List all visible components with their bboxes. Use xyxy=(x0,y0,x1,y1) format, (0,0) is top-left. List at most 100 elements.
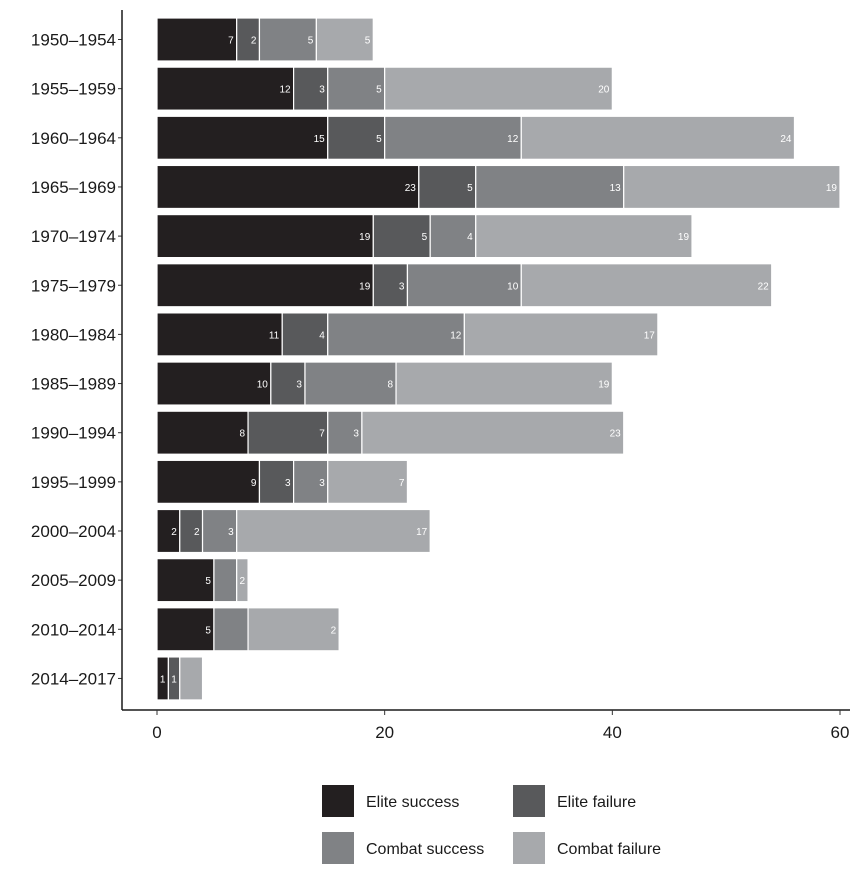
data-label: 3 xyxy=(399,281,405,292)
bar-segment xyxy=(270,361,306,406)
bars-layer xyxy=(156,17,841,701)
bar-segment xyxy=(156,214,374,259)
data-label: 9 xyxy=(251,478,257,489)
data-label: 19 xyxy=(826,183,838,194)
bar-segment xyxy=(293,66,329,111)
data-label: 3 xyxy=(319,478,325,489)
data-label: 23 xyxy=(610,429,622,440)
bar-segment xyxy=(520,263,773,308)
data-label: 3 xyxy=(228,527,234,538)
data-label: 5 xyxy=(422,232,428,243)
x-tick-label: 0 xyxy=(152,723,161,742)
data-label: 12 xyxy=(279,85,291,96)
category-label: 2005–2009 xyxy=(31,571,116,590)
legend-label: Combat failure xyxy=(557,841,661,858)
data-label: 5 xyxy=(205,576,211,587)
bar-segment xyxy=(236,558,249,603)
data-label: 1 xyxy=(160,674,166,685)
bar-segment xyxy=(327,66,386,111)
bar-segment xyxy=(520,115,796,160)
data-label: 5 xyxy=(205,625,211,636)
data-label: 8 xyxy=(387,380,393,391)
bar-segment xyxy=(475,164,625,210)
data-label: 22 xyxy=(758,281,770,292)
category-label: 1970–1974 xyxy=(31,227,116,246)
legend-label: Combat success xyxy=(366,841,484,858)
category-label: 1995–1999 xyxy=(31,473,116,492)
legend-swatch xyxy=(513,832,545,864)
bar-segment xyxy=(429,214,477,259)
bar-segment xyxy=(247,410,329,455)
data-label: 12 xyxy=(450,330,462,341)
bar-segment xyxy=(384,66,613,111)
category-label: 1960–1964 xyxy=(31,129,116,148)
bar-segment xyxy=(304,361,397,406)
data-label: 2 xyxy=(171,527,177,538)
data-label: 5 xyxy=(308,36,314,47)
bar-segment xyxy=(327,410,363,455)
x-tick-label: 60 xyxy=(831,723,850,742)
data-label: 5 xyxy=(467,183,473,194)
bar-segment xyxy=(293,459,329,504)
data-label: 4 xyxy=(467,232,473,243)
bar-segment xyxy=(281,312,329,357)
data-label: 19 xyxy=(598,380,610,391)
category-label: 1950–1954 xyxy=(31,31,116,50)
data-label: 5 xyxy=(365,36,371,47)
legend: Elite success Elite failure Combat success… xyxy=(322,785,661,864)
data-label: 7 xyxy=(319,429,325,440)
bar-segment xyxy=(258,17,317,62)
bar-segment xyxy=(463,312,659,357)
data-label: 3 xyxy=(296,380,302,391)
bar-segment xyxy=(327,459,409,504)
data-label: 2 xyxy=(240,576,246,587)
data-label: 1 xyxy=(171,674,177,685)
bar-segment xyxy=(395,361,613,406)
category-label: 1980–1984 xyxy=(31,325,116,344)
bar-segment xyxy=(361,410,625,455)
data-label: 19 xyxy=(359,232,371,243)
bar-segment xyxy=(327,312,465,357)
category-label: 1985–1989 xyxy=(31,375,116,394)
legend-label: Elite failure xyxy=(557,794,636,811)
bar-segment xyxy=(156,164,420,210)
data-label: 19 xyxy=(359,281,371,292)
category-label: 1975–1979 xyxy=(31,276,116,295)
category-label: 1965–1969 xyxy=(31,178,116,197)
bar-segment xyxy=(213,607,249,652)
legend-swatch xyxy=(322,832,354,864)
data-label: 12 xyxy=(507,134,519,145)
category-label: 2000–2004 xyxy=(31,522,116,541)
category-label: 2014–2017 xyxy=(31,669,116,688)
bar-segment xyxy=(384,115,522,160)
category-label: 1990–1994 xyxy=(31,424,116,443)
data-label: 23 xyxy=(405,183,417,194)
bar-segment xyxy=(213,558,238,603)
bar-segment xyxy=(327,115,386,160)
legend-label: Elite success xyxy=(366,794,459,811)
category-label: 1955–1959 xyxy=(31,80,116,99)
data-label: 15 xyxy=(314,134,326,145)
data-label: 8 xyxy=(240,429,246,440)
legend-swatch xyxy=(513,785,545,817)
bar-segment xyxy=(475,214,693,259)
bar-segment xyxy=(372,263,409,308)
data-label: 7 xyxy=(399,478,405,489)
bar-segment xyxy=(418,164,477,210)
data-label: 3 xyxy=(353,429,359,440)
data-label: 4 xyxy=(319,330,325,341)
data-label: 10 xyxy=(507,281,519,292)
data-label: 2 xyxy=(331,625,337,636)
category-label: 2010–2014 xyxy=(31,620,116,639)
data-label: 3 xyxy=(285,478,291,489)
data-label: 7 xyxy=(228,36,234,47)
bar-segment xyxy=(156,459,261,504)
data-label: 24 xyxy=(780,134,792,145)
bar-segment xyxy=(236,508,431,554)
category-labels: 1950–1954 1955–1959 1960–1964 1965–1969 1970… xyxy=(31,31,116,689)
bar-segment xyxy=(156,66,295,111)
bar-segment xyxy=(156,558,215,603)
bar-segment xyxy=(179,656,204,701)
data-label: 20 xyxy=(598,85,610,96)
